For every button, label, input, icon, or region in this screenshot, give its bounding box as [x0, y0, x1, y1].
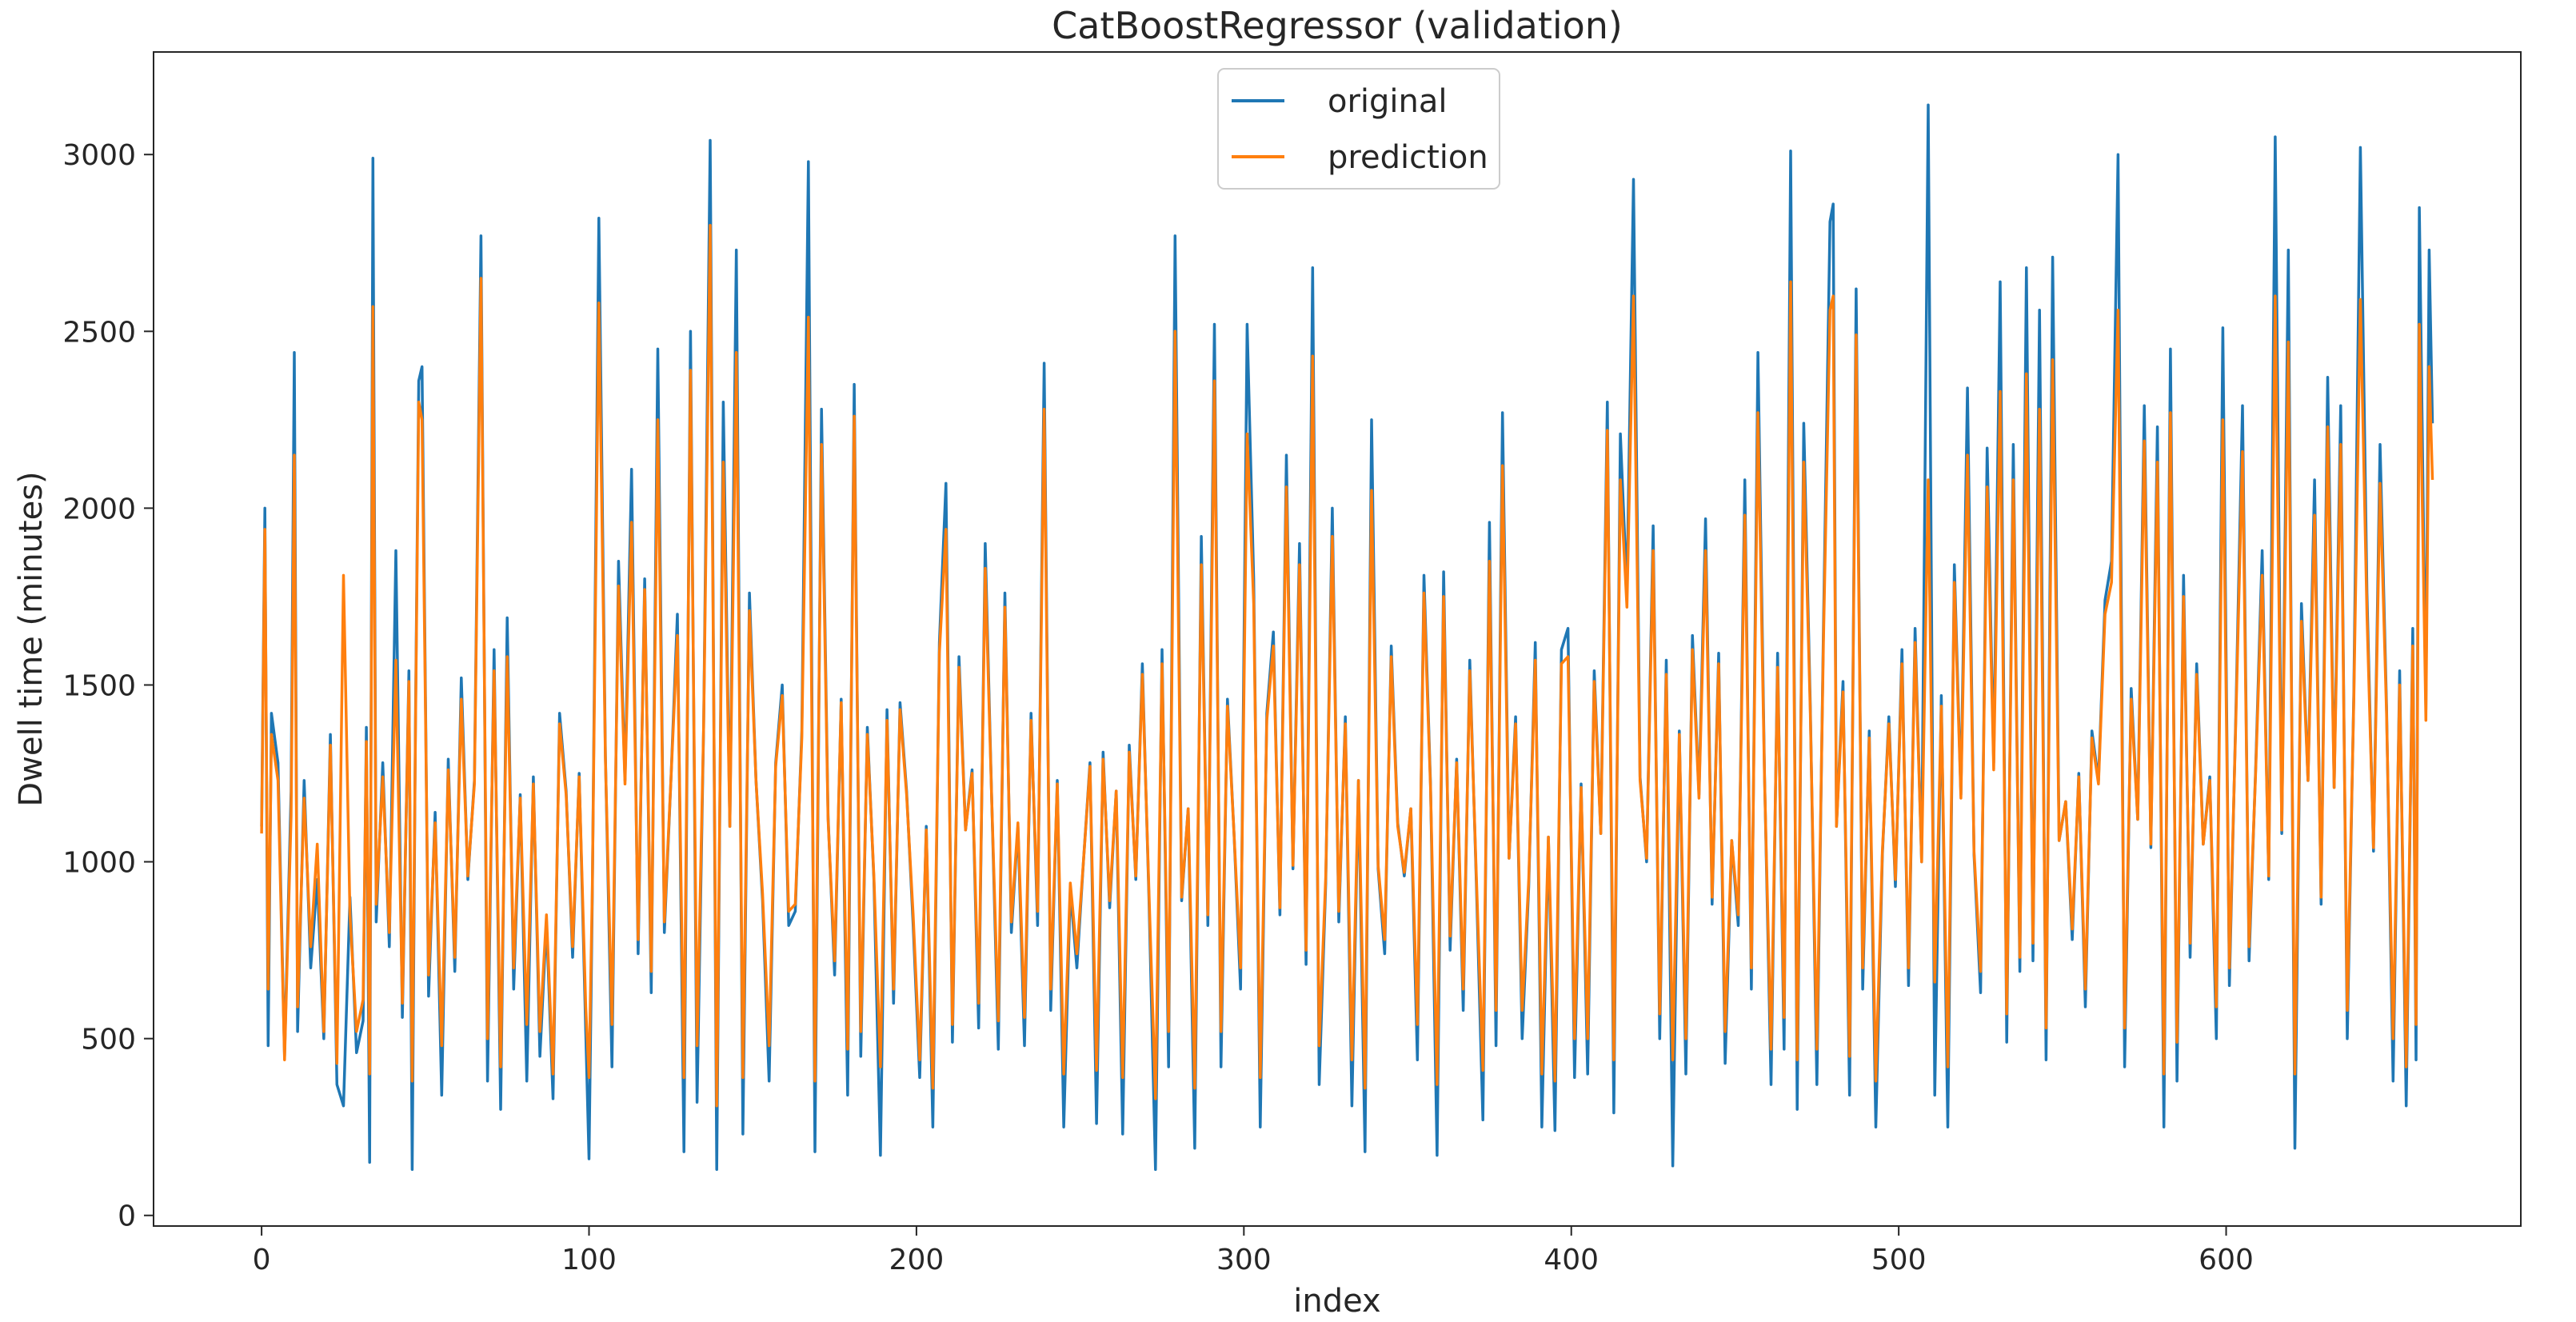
y-tick-label: 0 — [118, 1200, 136, 1233]
x-tick-label: 400 — [1544, 1244, 1599, 1276]
series-layer — [260, 103, 2434, 1172]
series-line-original — [260, 103, 2434, 1172]
y-axis: 0 500 1000 1500 2000 2500 3000 — [62, 139, 154, 1233]
y-tick-label: 500 — [81, 1024, 136, 1056]
chart-title: CatBoostRegressor (validation) — [1052, 4, 1623, 47]
y-axis-label: Dwell time (minutes) — [13, 471, 50, 806]
x-tick-label: 300 — [1216, 1244, 1272, 1276]
plot-area — [153, 51, 2522, 1227]
x-tick-label: 0 — [253, 1244, 271, 1276]
x-tick-label: 200 — [889, 1244, 945, 1276]
x-axis: 0 100 200 300 400 500 600 — [253, 1226, 2254, 1276]
x-tick-label: 100 — [561, 1244, 617, 1276]
legend-label-original: original — [1328, 83, 1448, 120]
y-tick-label: 2000 — [62, 493, 136, 525]
x-axis-label: index — [1293, 1283, 1380, 1320]
y-tick-label: 1500 — [62, 669, 136, 702]
plot-frame — [153, 51, 2522, 1227]
y-tick-label: 3000 — [62, 139, 136, 172]
series-line-prediction — [260, 223, 2434, 1108]
y-tick-label: 1000 — [62, 847, 136, 880]
y-tick-label: 2500 — [62, 316, 136, 349]
legend-label-prediction: prediction — [1328, 139, 1488, 176]
x-tick-label: 600 — [2199, 1244, 2254, 1276]
legend: original prediction — [1217, 68, 1500, 190]
legend-box — [1217, 68, 1500, 190]
x-tick-label: 500 — [1871, 1244, 1927, 1276]
